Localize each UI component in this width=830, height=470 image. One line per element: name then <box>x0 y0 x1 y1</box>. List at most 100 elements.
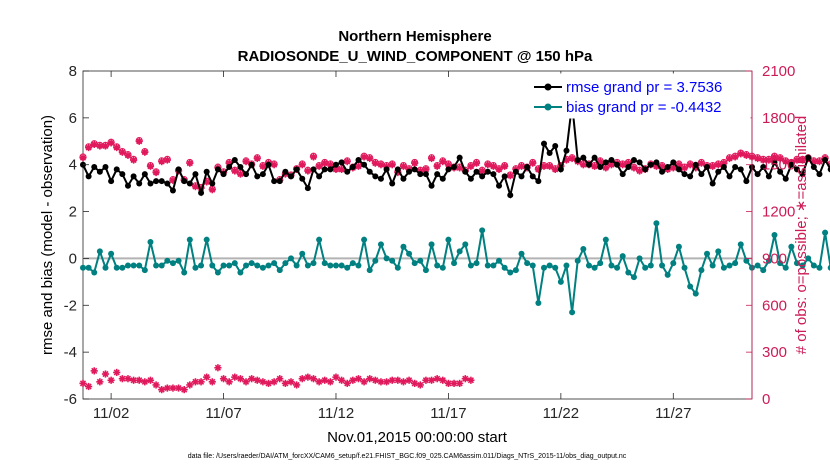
rmse-point <box>681 171 688 178</box>
bias-point <box>85 264 92 271</box>
rmse-point <box>540 140 547 147</box>
assimilated-obs-point-stroke <box>670 164 677 171</box>
y-left-tick-label: -2 <box>64 297 77 314</box>
bias-point <box>237 269 244 276</box>
assimilated-obs-low-point-stroke <box>462 375 469 382</box>
assimilated-obs-low-point-stroke <box>394 377 401 384</box>
assimilated-obs-point <box>568 154 576 163</box>
bias-point <box>389 257 396 264</box>
assimilated-obs-point <box>546 162 554 170</box>
rmse-point <box>602 159 609 166</box>
bias-point <box>338 262 345 269</box>
rmse-point <box>102 164 109 171</box>
rmse-point <box>288 173 295 180</box>
rmse-point <box>793 166 800 173</box>
rmse-point <box>119 171 126 178</box>
bias-point <box>372 257 379 264</box>
assimilated-obs-point <box>793 156 801 164</box>
assimilated-obs-low-point <box>461 375 469 383</box>
bias-point <box>720 264 727 271</box>
x-tick-label: 11/17 <box>430 405 466 422</box>
assimilated-obs-low-point-stroke <box>456 380 463 387</box>
assimilated-obs-point <box>399 162 408 170</box>
plot-area <box>82 70 753 400</box>
bias-point <box>614 264 621 271</box>
assimilated-obs-point <box>619 161 627 169</box>
rmse-point <box>619 171 626 178</box>
bias-point <box>496 257 503 264</box>
rmse-point <box>726 173 733 180</box>
assimilated-obs-low-point <box>298 375 306 383</box>
bias-point <box>451 260 458 267</box>
rmse-point <box>434 171 441 178</box>
assimilated-obs-point <box>770 153 779 161</box>
rmse-point <box>293 166 300 173</box>
rmse-point <box>518 173 525 180</box>
assimilated-obs-low-point-stroke <box>254 377 261 384</box>
assimilated-obs-point-stroke <box>366 155 373 162</box>
assimilated-obs-point <box>270 161 278 169</box>
bias-line <box>83 223 830 313</box>
assimilated-obs-point-stroke <box>760 156 767 164</box>
assimilated-obs-point <box>686 161 694 169</box>
assimilated-obs-point <box>371 159 379 167</box>
assimilated-obs-point <box>321 159 329 167</box>
assimilated-obs-low-point-stroke <box>439 377 446 384</box>
assimilated-obs-low-point-stroke <box>282 380 289 387</box>
assimilated-obs-point <box>590 162 599 170</box>
assimilated-obs-low-point <box>416 381 424 389</box>
bias-point <box>754 262 761 269</box>
bias-point <box>732 260 739 267</box>
assimilated-obs-low-point <box>293 381 301 389</box>
y-left-tick-label: 6 <box>69 110 77 127</box>
assimilated-obs-point <box>776 154 784 163</box>
rmse-point <box>198 189 205 196</box>
rmse-point <box>473 168 480 175</box>
rmse-point <box>591 154 598 161</box>
bias-point <box>259 264 266 271</box>
bias-point <box>636 255 643 262</box>
bias-point <box>692 290 699 297</box>
bias-point <box>546 262 553 269</box>
bias-point <box>119 264 126 271</box>
y-right-tick-label: 300 <box>762 344 787 361</box>
assimilated-obs-point <box>742 151 750 159</box>
rmse-point <box>299 175 306 182</box>
assimilated-obs-point-stroke <box>332 166 340 173</box>
assimilated-obs-point <box>141 148 149 156</box>
assimilated-obs-low-point-stroke <box>192 378 199 385</box>
bias-point <box>782 264 789 271</box>
rmse-point <box>614 161 621 168</box>
rmse-point <box>670 159 677 166</box>
bias-point <box>647 262 654 269</box>
assimilated-obs-point <box>630 164 638 172</box>
bias-point <box>400 243 407 250</box>
bias-point <box>130 262 137 269</box>
rmse-point <box>698 171 705 178</box>
assimilated-obs-point-stroke <box>445 161 452 168</box>
assimilated-obs-low-point <box>394 376 402 384</box>
assimilated-obs-point-stroke <box>827 161 830 166</box>
assimilated-obs-low-point <box>388 376 396 384</box>
rmse-point <box>377 175 384 182</box>
rmse-point <box>209 180 216 187</box>
assimilated-obs-low-point-stroke <box>321 377 328 384</box>
bias-point <box>80 264 86 271</box>
rmse-point <box>316 173 323 180</box>
assimilated-obs-point <box>152 168 160 177</box>
bias-point <box>355 262 362 269</box>
rmse-point <box>428 182 435 189</box>
assimilated-obs-low-point <box>146 376 155 384</box>
assimilated-obs-low-point-stroke <box>164 384 171 392</box>
bias-point <box>810 262 817 269</box>
assimilated-obs-low-point-stroke <box>417 381 424 389</box>
assimilated-obs-low-point-stroke <box>428 377 435 384</box>
y-left-tick-label: 2 <box>69 204 77 221</box>
assimilated-obs-point-stroke <box>152 169 160 176</box>
rmse-point <box>743 178 750 185</box>
rmse-point <box>490 171 497 178</box>
assimilated-obs-low-point <box>315 378 323 386</box>
rmse-point <box>771 159 778 166</box>
assimilated-obs-point <box>242 157 250 166</box>
assimilated-obs-point <box>714 161 722 169</box>
